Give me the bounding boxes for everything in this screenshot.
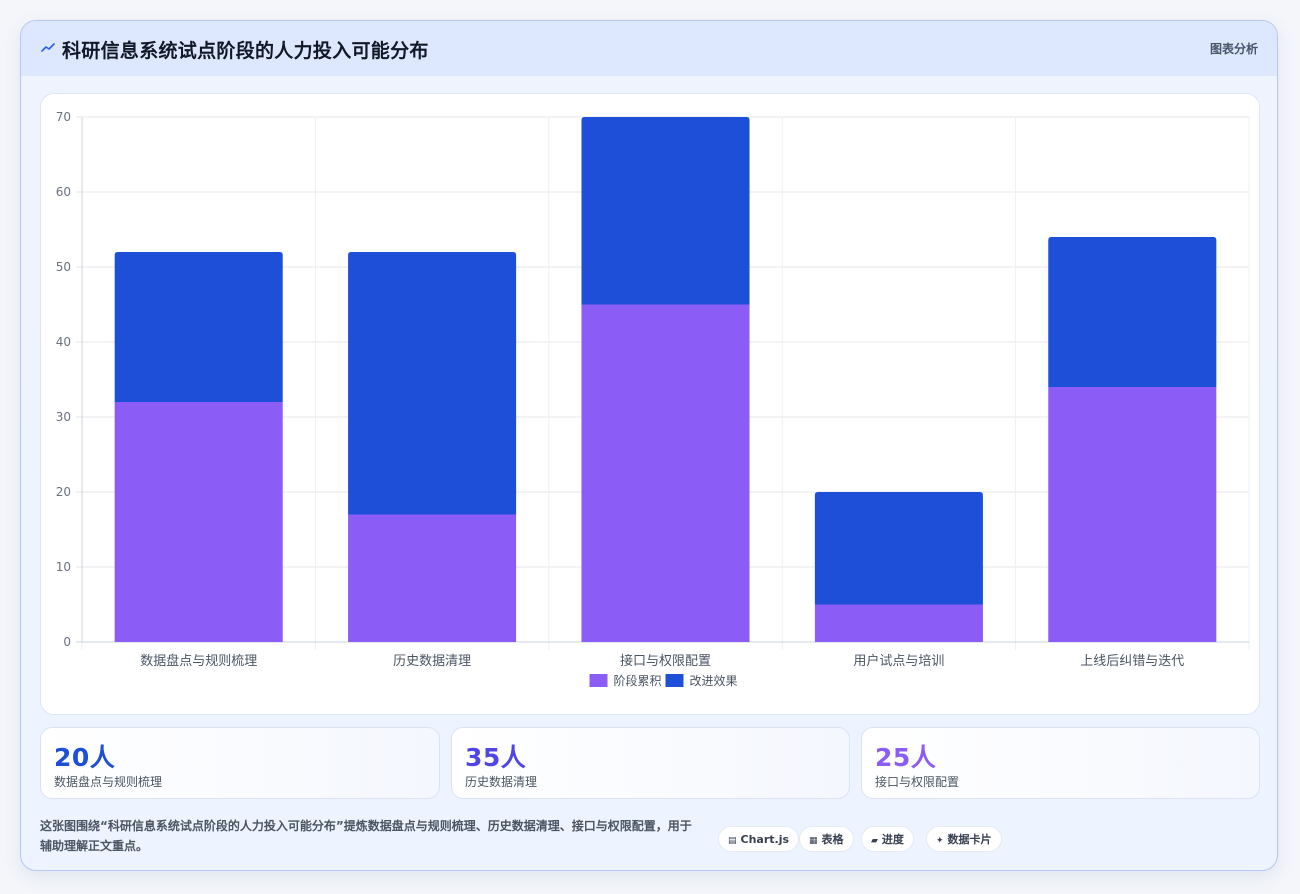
chip-label: 进度	[881, 833, 904, 846]
bar-segment	[581, 117, 750, 305]
bar-segment	[814, 604, 983, 642]
chip-label: 表格	[821, 833, 844, 846]
legend-swatch	[665, 674, 684, 687]
kpi-card-interface-permissions: 25人 接口与权限配置	[861, 727, 1260, 799]
bar-segment	[348, 252, 517, 515]
sparkle-icon: ✦	[936, 836, 944, 846]
bar-segment	[1048, 387, 1217, 642]
y-tick-label: 40	[56, 335, 71, 349]
bar-segment	[114, 402, 283, 642]
x-tick-label: 数据盘点与规则梳理	[140, 653, 257, 669]
y-tick-label: 50	[56, 260, 71, 274]
chip-label: 数据卡片	[947, 833, 992, 846]
bar-segment	[114, 252, 283, 402]
chart-analysis-tag[interactable]: 图表分析	[1209, 42, 1258, 56]
bar-segment	[348, 514, 517, 642]
legend-label: 改进效果	[690, 673, 738, 688]
y-tick-label: 10	[56, 560, 71, 574]
y-tick-label: 70	[56, 110, 71, 124]
y-tick-label: 30	[56, 410, 71, 424]
chip-progress[interactable]: ▰ 进度	[861, 826, 914, 852]
card-header: 科研信息系统试点阶段的人力投入可能分布 图表分析	[21, 21, 1277, 76]
legend-swatch	[589, 674, 608, 687]
chip-label: Chart.js	[740, 833, 790, 846]
kpi-value: 25人	[875, 743, 937, 772]
page-title: 科研信息系统试点阶段的人力投入可能分布	[62, 40, 429, 62]
chart-card: 科研信息系统试点阶段的人力投入可能分布 图表分析 0 10 20 30 40 50 60 70…	[20, 20, 1278, 871]
chart-icon: ▤	[728, 836, 737, 846]
kpi-card-history-cleanup: 35人 历史数据清理	[451, 727, 850, 799]
bar-segment	[581, 304, 750, 642]
trend-line-icon	[41, 43, 55, 52]
y-tick-label: 60	[56, 185, 71, 199]
x-tick-label: 上线后纠错与迭代	[1080, 654, 1184, 669]
bar-segment	[1048, 237, 1217, 387]
legend-label: 阶段累积	[614, 673, 662, 688]
chip-chartjs[interactable]: ▤ Chart.js	[718, 826, 800, 852]
y-tick-label: 0	[63, 635, 71, 649]
chip-data-card[interactable]: ✦ 数据卡片	[926, 826, 1002, 852]
y-tick-label: 20	[56, 485, 71, 499]
chip-table[interactable]: ▦ 表格	[799, 826, 854, 852]
table-icon: ▦	[809, 836, 818, 846]
chart-panel: 0 10 20 30 40 50 60 70 数据盘点与规则梳理 历史数据清理 接口与权限配置 用户试…	[40, 93, 1260, 715]
bar-segment	[814, 492, 983, 605]
x-tick-label: 用户试点与培训	[853, 653, 944, 669]
kpi-card-data-inventory: 20人 数据盘点与规则梳理	[40, 727, 440, 799]
x-tick-label: 历史数据清理	[393, 654, 471, 669]
x-tick-label: 接口与权限配置	[620, 653, 711, 669]
kpi-label: 历史数据清理	[465, 775, 538, 789]
progress-icon: ▰	[871, 836, 878, 846]
kpi-label: 数据盘点与规则梳理	[54, 775, 163, 789]
footer-description: 这张图围绕“科研信息系统试点阶段的人力投入可能分布”提炼数据盘点与规则梳理、历史…	[40, 819, 692, 853]
kpi-value: 20人	[54, 743, 116, 772]
kpi-value: 35人	[465, 743, 527, 772]
stacked-bar-chart: 0 10 20 30 40 50 60 70 数据盘点与规则梳理 历史数据清理 接口与权限配置 用户试…	[56, 110, 1250, 688]
kpi-label: 接口与权限配置	[875, 775, 960, 789]
